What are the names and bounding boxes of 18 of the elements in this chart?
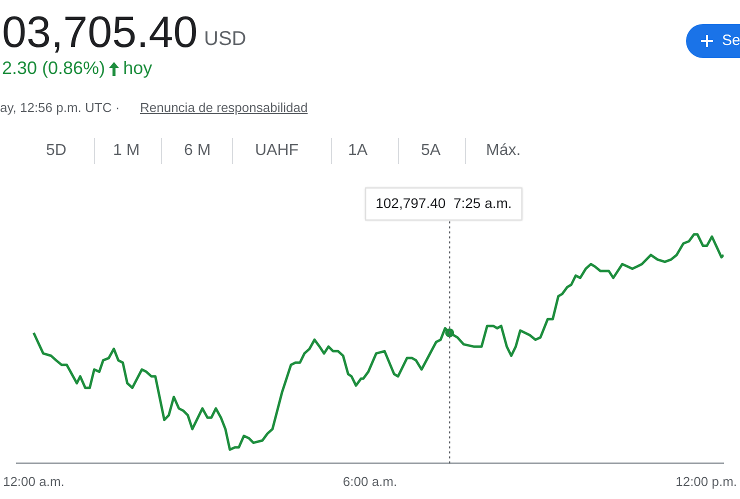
text: USD: [204, 28, 246, 51]
text: UAHF: [255, 142, 299, 160]
x-tick-label: 12:00 p.m.: [676, 474, 738, 489]
text: ay, 12:56 p.m. UTC ·: [0, 100, 120, 115]
text: 5D: [46, 142, 66, 160]
text: Renuncia de responsabilidad: [140, 100, 308, 115]
chart-subtitle: 2.30 (0.86%): [2, 58, 106, 79]
text: 6 M: [184, 142, 211, 160]
text: Máx.: [486, 142, 521, 160]
x-tick-label: 12:00 a.m.: [2, 474, 64, 489]
ref-line-label: 102,797.40 7:25 a.m.: [376, 194, 512, 211]
text: 5A: [421, 142, 441, 160]
text: hoy: [123, 58, 152, 79]
text: 1A: [348, 142, 368, 160]
x-tick-label: 6:00 a.m.: [342, 474, 398, 489]
chart-title: 03,705.40: [2, 8, 198, 58]
text: 1 M: [113, 142, 140, 160]
button: Se: [686, 24, 740, 58]
